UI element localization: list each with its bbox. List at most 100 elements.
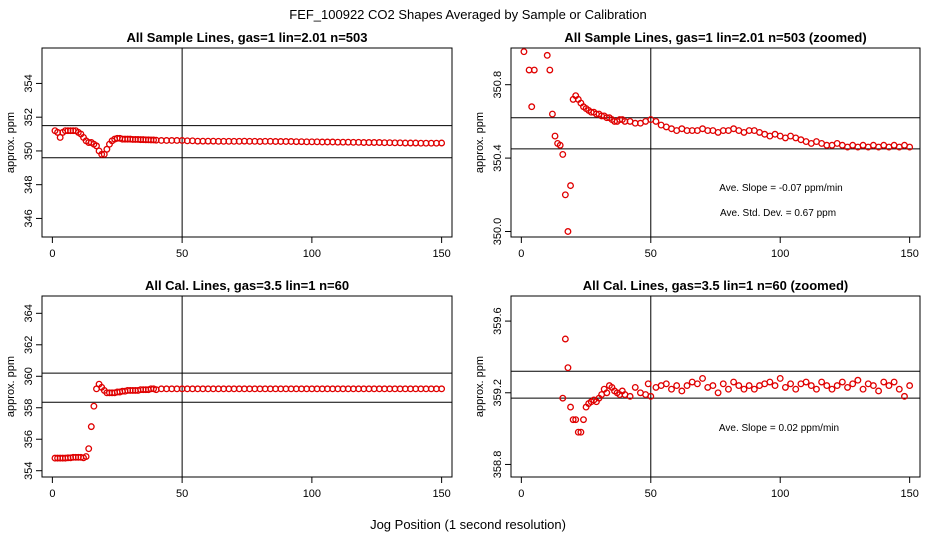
data-point (875, 387, 883, 395)
y-tick-label: 360 (23, 367, 35, 385)
y-tick-label: 362 (23, 336, 35, 354)
panels: All Sample Lines, gas=1 lin=2.01 n=503 0 5… (5, 30, 921, 500)
x-tick-label: 0 (49, 488, 55, 500)
data-point (564, 228, 572, 235)
data-point (807, 382, 815, 390)
data-point (693, 380, 701, 388)
y-tick-label: 352 (23, 108, 35, 126)
data-point (880, 378, 888, 386)
data-point (551, 132, 559, 140)
data-point (838, 378, 846, 386)
x-tick-label: 50 (176, 248, 188, 260)
data-point (662, 380, 670, 388)
data-point (833, 382, 841, 390)
annotation: Ave. Std. Dev. = 0.67 ppm (720, 208, 836, 219)
x-tick-label: 150 (900, 488, 918, 500)
data-point (901, 392, 908, 400)
data-point (631, 383, 639, 391)
data-point (577, 428, 585, 436)
data-point (82, 453, 90, 460)
data-series (51, 380, 446, 462)
data-point (802, 378, 810, 386)
panel-title: All Cal. Lines, gas=3.5 lin=1 n=60 (zoom… (583, 278, 849, 293)
data-point (906, 382, 914, 390)
data-point (546, 66, 554, 74)
data-point (574, 428, 582, 436)
data-point (556, 141, 564, 149)
data-point (781, 383, 789, 391)
data-series (520, 48, 914, 235)
data-point (709, 382, 717, 390)
panel-title: All Sample Lines, gas=1 lin=2.01 n=503 (… (564, 30, 866, 45)
y-tick-label: 359.2 (492, 379, 504, 407)
y-tick-label: 356 (23, 430, 35, 448)
data-point (90, 402, 98, 410)
y-tick-label: 358.8 (492, 451, 504, 479)
x-tick-label: 100 (303, 248, 321, 260)
data-point (792, 385, 800, 393)
data-point (652, 117, 660, 125)
data-point (561, 191, 569, 199)
data-point (668, 385, 675, 393)
panel-title: All Sample Lines, gas=1 lin=2.01 n=503 (127, 30, 368, 45)
chart-panel-4: All Cal. Lines, gas=3.5 lin=1 n=60 (zoom… (474, 278, 921, 500)
data-point (567, 182, 574, 190)
data-point (895, 385, 903, 393)
y-tick-label: 359.6 (492, 307, 504, 335)
data-point (890, 378, 898, 386)
data-point (559, 150, 567, 158)
data-point (735, 382, 743, 390)
data-point (572, 416, 580, 424)
y-tick-label: 348 (23, 176, 35, 194)
plot-frame (510, 295, 921, 478)
data-point (564, 364, 572, 372)
x-tick-label: 100 (303, 488, 321, 500)
data-point (87, 423, 95, 431)
data-point (869, 382, 877, 390)
data-point (828, 385, 836, 393)
x-tick-label: 100 (771, 248, 789, 260)
data-point (678, 387, 686, 395)
data-point (603, 389, 611, 397)
y-tick-label: 358 (23, 399, 35, 417)
x-tick-label: 50 (645, 248, 657, 260)
y-axis-label: approx. ppm (5, 112, 17, 173)
plot-frame (510, 47, 921, 238)
data-point (745, 382, 753, 390)
data-point (740, 385, 748, 393)
data-point (859, 385, 867, 393)
data-point (626, 392, 634, 400)
data-point (776, 374, 784, 382)
data-point (561, 335, 569, 343)
data-point (559, 394, 567, 402)
data-point (885, 382, 893, 390)
data-point (438, 385, 446, 393)
data-point (844, 383, 851, 391)
data-point (906, 143, 914, 151)
panel-title: All Cal. Lines, gas=3.5 lin=1 n=60 (145, 278, 349, 293)
x-tick-label: 150 (900, 248, 918, 260)
data-point (730, 378, 738, 386)
data-point (854, 376, 862, 384)
data-point (150, 136, 158, 144)
data-point (569, 416, 577, 424)
data-point (787, 380, 795, 388)
x-axis-label: Jog Position (1 second resolution) (370, 517, 566, 532)
data-point (85, 445, 93, 453)
data-point (849, 380, 857, 388)
y-tick-label: 350.0 (492, 218, 504, 246)
x-tick-label: 0 (518, 248, 524, 260)
y-tick-label: 354 (23, 462, 35, 480)
data-point (699, 374, 707, 382)
data-point (683, 382, 691, 390)
y-tick-label: 350.4 (492, 144, 504, 172)
data-point (673, 382, 681, 390)
data-point (580, 416, 587, 424)
chart-panel-1: All Sample Lines, gas=1 lin=2.01 n=503 0 5… (5, 30, 453, 260)
y-axis-label: approx. ppm (474, 356, 486, 417)
data-point (724, 385, 732, 393)
data-point (714, 389, 722, 397)
y-tick-label: 346 (23, 209, 35, 227)
data-point (771, 382, 779, 390)
